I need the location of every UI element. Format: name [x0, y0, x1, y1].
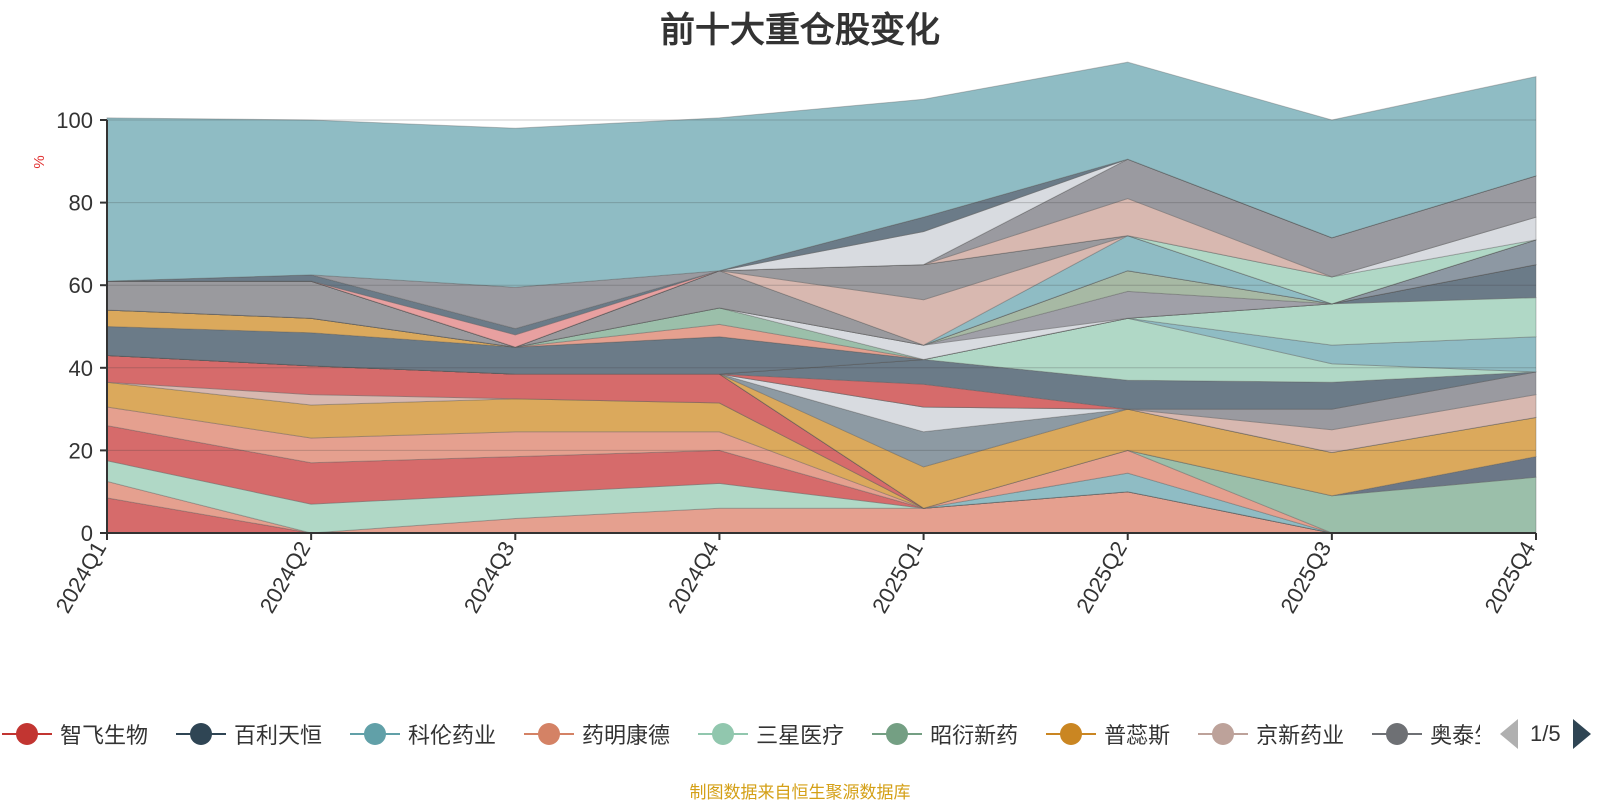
legend-item[interactable]: 京新药业 — [1198, 718, 1344, 750]
legend-item[interactable]: 百利天恒 — [176, 718, 322, 750]
y-tick-label: 20 — [69, 438, 93, 463]
legend-label: 药明康德 — [582, 723, 671, 748]
chart-title: 前十大重仓股变化 — [659, 11, 940, 50]
grid-layer — [107, 119, 1536, 451]
legend-pager: 1/5 — [1500, 718, 1591, 750]
x-tick-label: 2024Q3 — [459, 537, 520, 617]
legend-marker-icon — [524, 722, 575, 746]
legend-label: 智飞生物 — [60, 723, 149, 748]
area-series-6 — [106, 381, 1536, 534]
x-tick-label: 2025Q2 — [1071, 537, 1132, 617]
y-tick-label: 80 — [69, 191, 93, 216]
x-tick-label: 2025Q1 — [867, 537, 928, 617]
legend-marker-icon — [1198, 722, 1249, 746]
legend-label: 三星医疗 — [756, 723, 845, 748]
legend-marker-icon — [2, 722, 52, 746]
legend-item[interactable]: 昭衍新药 — [872, 718, 1018, 750]
area-series-22 — [106, 263, 1537, 375]
legend-marker-icon — [1046, 722, 1097, 746]
legend-item[interactable]: 科伦药业 — [350, 718, 496, 750]
legend: 智飞生物 百利天恒 科伦药业 药明康德 三星医疗 昭衍新药 普蕊斯 京新药业 奥泰生物 — [0, 714, 1480, 754]
legend-item[interactable]: 药明康德 — [524, 718, 670, 750]
legend-prev-arrow-icon[interactable] — [1500, 719, 1518, 749]
legend-item[interactable]: 普蕊斯 — [1046, 718, 1170, 750]
legend-item[interactable]: 奥泰生物 — [1372, 718, 1480, 750]
legend-marker-icon — [176, 722, 227, 746]
x-tick-label: 2025Q3 — [1275, 537, 1336, 617]
legend-marker-icon — [350, 722, 401, 746]
legend-next-arrow-icon[interactable] — [1572, 719, 1591, 749]
legend-label: 科伦药业 — [408, 723, 497, 748]
area-series-23 — [106, 264, 1537, 361]
legend-items: 智飞生物 百利天恒 科伦药业 药明康德 三星医疗 昭衍新药 普蕊斯 京新药业 奥泰生物 — [0, 714, 1480, 754]
legend-label: 京新药业 — [1256, 723, 1345, 748]
x-tick-label: 2025Q4 — [1480, 537, 1541, 617]
y-tick-label: 0 — [81, 521, 93, 546]
x-tick-label: 2024Q1 — [51, 537, 112, 617]
legend-label: 奥泰生物 — [1430, 723, 1480, 748]
legend-page-indicator: 1/5 — [1530, 721, 1561, 746]
legend-label: 百利天恒 — [234, 723, 323, 748]
legend-marker-icon — [1372, 722, 1423, 746]
legend-label: 昭衍新药 — [930, 723, 1019, 748]
legend-item[interactable]: 三星医疗 — [698, 718, 844, 750]
legend-marker-icon — [872, 722, 923, 746]
y-tick-label: 100 — [56, 108, 93, 133]
x-tick-label: 2024Q2 — [255, 537, 316, 617]
y-tick-label: 60 — [69, 273, 93, 298]
legend-label: 普蕊斯 — [1104, 723, 1171, 748]
area-series-44 — [106, 61, 1537, 288]
areas-layer — [106, 61, 1537, 534]
legend-marker-icon — [698, 722, 749, 746]
data-source-footer: 制图数据来自恒生聚源数据库 — [689, 783, 911, 802]
y-tick-label: 40 — [69, 356, 93, 381]
x-tick-label: 2024Q4 — [663, 537, 724, 617]
legend-item[interactable]: 智飞生物 — [2, 718, 148, 750]
y-axis-unit-label: % — [31, 155, 48, 168]
